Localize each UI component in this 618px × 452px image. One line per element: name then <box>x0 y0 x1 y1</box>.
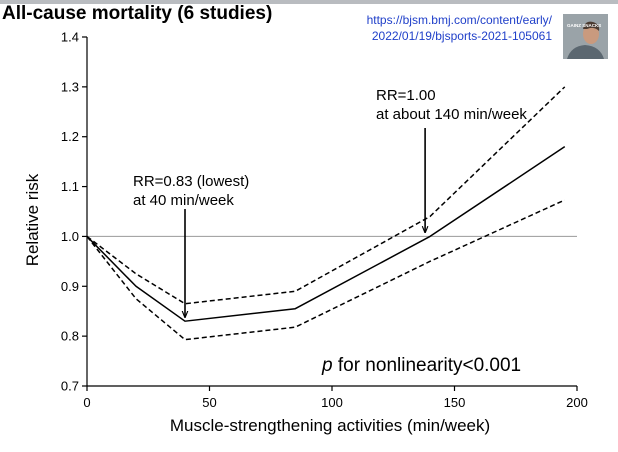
series-upper-ci-line <box>86 86 566 305</box>
y-axis-label: Relative risk <box>23 173 42 267</box>
y-tick-label: 1.3 <box>61 79 79 94</box>
x-tick-label: 0 <box>83 395 90 410</box>
y-tick-label: 0.8 <box>61 329 79 344</box>
y-tick-label: 1.0 <box>61 229 79 244</box>
x-tick-label: 100 <box>321 395 343 410</box>
y-tick-label: 1.4 <box>61 30 79 45</box>
y-tick-label: 0.9 <box>61 279 79 294</box>
y-tick-label: 1.1 <box>61 179 79 194</box>
annotation-rr-one-line-1: RR=1.00 <box>376 87 436 104</box>
series-lower-ci-line <box>86 199 566 341</box>
logo-wordmark: GAINZ SNACKS <box>567 23 601 28</box>
annotation-lowest: RR=0.83 (lowest) at 40 min/week <box>133 172 249 210</box>
y-tick-label: 0.7 <box>61 379 79 394</box>
annotation-rr-one: RR=1.00 at about 140 min/week <box>376 86 527 124</box>
x-axis-label: Muscle-strengthening activities (min/wee… <box>169 416 491 435</box>
x-tick-label: 150 <box>444 395 466 410</box>
p-symbol: p <box>322 355 333 376</box>
series-estimate-line <box>86 146 566 322</box>
nonlinearity-text: for nonlinearity<0.001 <box>332 355 522 376</box>
x-tick-label: 200 <box>566 395 588 410</box>
source-url-line-2[interactable]: 2022/01/19/bjsports-2021-105061 <box>371 29 552 43</box>
source-url-line-1[interactable]: https://bjsm.bmj.com/content/early/ <box>366 13 552 27</box>
nonlinearity-note: p for nonlinearity<0.001 <box>322 355 521 377</box>
x-tick-label: 50 <box>202 395 216 410</box>
annotation-lowest-line-2: at 40 min/week <box>133 192 234 209</box>
source-url[interactable]: https://bjsm.bmj.com/content/early/ 2022… <box>330 12 552 44</box>
annotation-rr-one-line-2: at about 140 min/week <box>376 106 527 123</box>
top-border <box>0 0 618 4</box>
gainz-snacks-logo: GAINZ SNACKS <box>563 14 608 59</box>
y-tick-label: 1.2 <box>61 129 79 144</box>
annotation-lowest-line-1: RR=0.83 (lowest) <box>133 173 250 190</box>
chart-title: All-cause mortality (6 studies) <box>2 3 273 24</box>
portrait-icon: GAINZ SNACKS <box>563 14 608 59</box>
